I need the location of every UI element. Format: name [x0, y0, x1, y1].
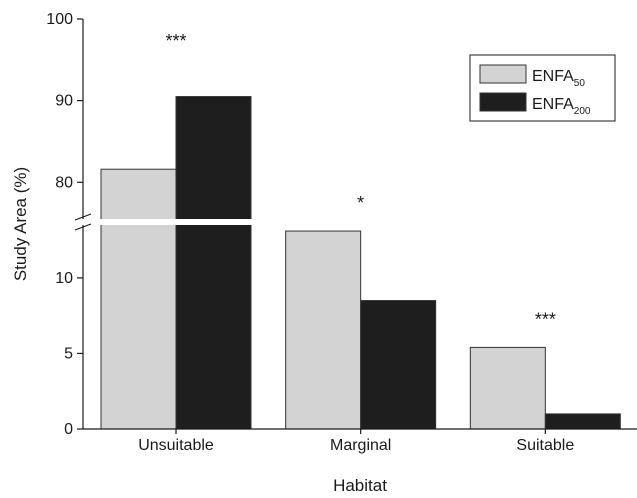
- x-axis-title: Habitat: [333, 476, 387, 495]
- bar-suitable-enfa50: [469, 346, 546, 430]
- legend-swatch-enfa200: [479, 92, 527, 112]
- bar-unsuitable-enfa200: [175, 96, 252, 430]
- legend-label-enfa50: ENFA50: [532, 68, 585, 89]
- legend-swatch-enfa50: [479, 64, 527, 84]
- significance-marker-unsuitable: ***: [165, 31, 186, 51]
- x-tick-label-suitable: Suitable: [516, 437, 574, 454]
- bar-suitable-enfa200: [544, 413, 621, 430]
- y-tick-label-10: 10: [55, 270, 73, 287]
- axis-break-band: [69, 219, 637, 225]
- y-tick-label-80: 80: [55, 174, 73, 191]
- y-tick-label-90: 90: [55, 93, 73, 110]
- bar-marginal-enfa50: [285, 230, 362, 430]
- legend-label-subscript: 200: [574, 106, 591, 117]
- significance-marker-marginal: *: [357, 193, 364, 213]
- labels-layer: Unsuitable *** Marginal * Suitable *** 0 5 10 80 9…: [11, 11, 574, 495]
- bar-unsuitable-enfa50: [100, 168, 177, 430]
- bar-marginal-enfa200: [360, 300, 437, 430]
- bars-layer: [100, 96, 621, 430]
- y-tick-label-5: 5: [64, 345, 73, 362]
- axis-break-mark-upper: [74, 213, 92, 221]
- x-tick-label-marginal: Marginal: [330, 437, 391, 454]
- y-tick-label-0: 0: [64, 421, 73, 438]
- legend-label-subscript: 50: [574, 78, 586, 89]
- y-tick-label-100: 100: [46, 11, 73, 28]
- axis-break-mark-lower: [74, 223, 92, 231]
- axes-layer: [69, 18, 637, 434]
- x-tick-label-unsuitable: Unsuitable: [138, 437, 214, 454]
- y-axis-title: Study Area (%): [11, 167, 30, 281]
- significance-marker-suitable: ***: [535, 309, 556, 329]
